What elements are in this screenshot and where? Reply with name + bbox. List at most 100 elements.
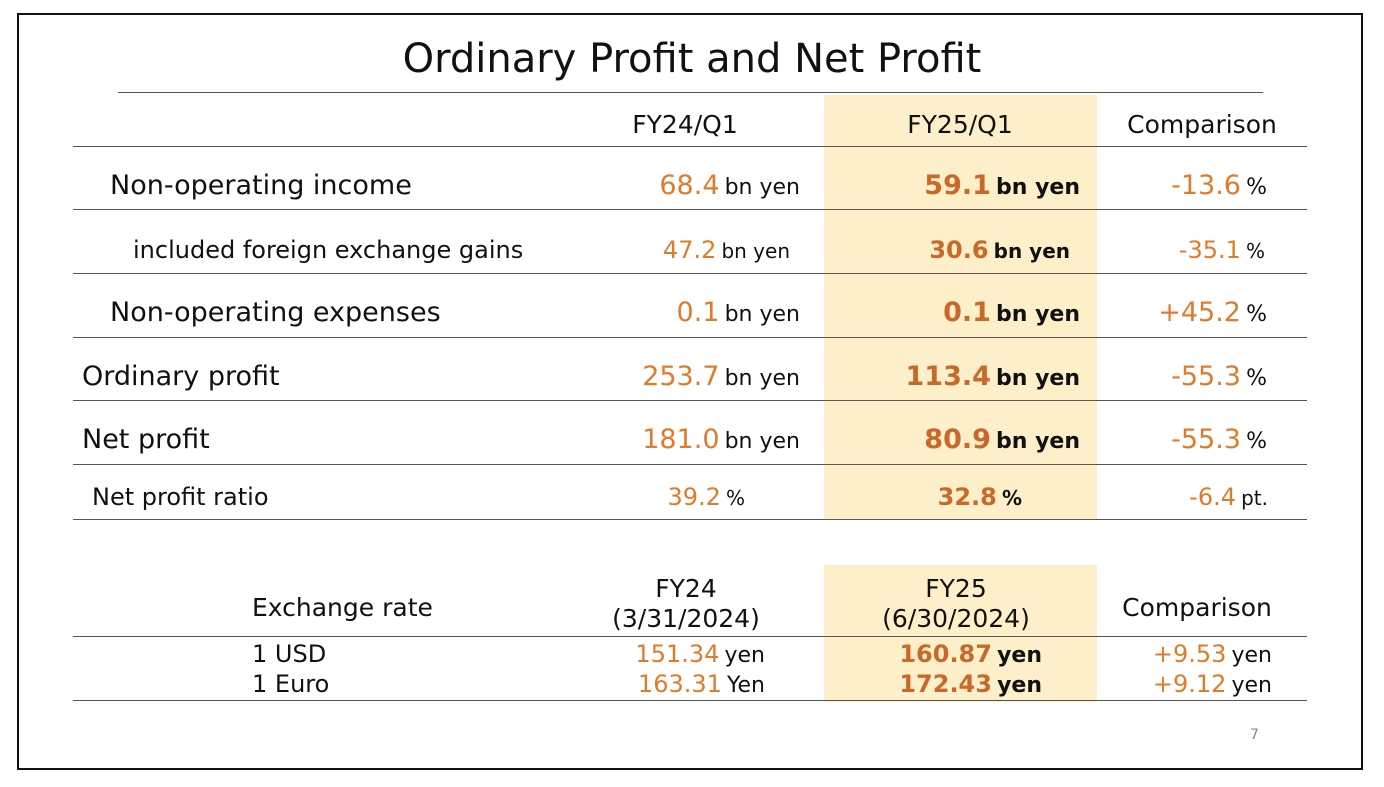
prev-value-cell: 0.1 bn yen bbox=[560, 297, 800, 328]
curr-rate-cell: 172.43 yen bbox=[800, 670, 1042, 698]
prev-rate-cell: 151.34 yen bbox=[520, 640, 765, 668]
comp-value: -55.3 bbox=[1171, 424, 1241, 455]
row-label: Net profit ratio bbox=[92, 483, 269, 511]
prev-rate-unit: Yen bbox=[727, 673, 765, 698]
row-divider bbox=[73, 636, 1307, 637]
curr-value: 113.4 bbox=[905, 361, 991, 392]
prev-unit: bn yen bbox=[721, 239, 790, 263]
curr-value: 80.9 bbox=[924, 424, 991, 455]
prev-value-cell: 68.4 bn yen bbox=[560, 170, 800, 201]
exchange-comparison-header: Comparison bbox=[1122, 593, 1272, 622]
prev-unit: bn yen bbox=[724, 302, 800, 327]
comp-unit: % bbox=[1246, 302, 1267, 327]
prev-unit: bn yen bbox=[724, 366, 800, 391]
curr-unit: bn yen bbox=[993, 239, 1070, 263]
comp-value: +45.2 bbox=[1158, 297, 1241, 328]
curr-value-cell: 30.6 bn yen bbox=[830, 236, 1070, 264]
exchange-prev-header: FY24 (3/31/2024) bbox=[586, 574, 786, 634]
curr-value: 32.8 bbox=[937, 483, 997, 511]
comp-unit: pt. bbox=[1241, 486, 1268, 510]
slide-frame bbox=[17, 13, 1363, 770]
prev-value-cell: 253.7 bn yen bbox=[560, 361, 800, 392]
comp-value: -6.4 bbox=[1189, 483, 1236, 511]
prev-value-cell: 47.2 bn yen bbox=[560, 236, 790, 264]
curr-value-cell: 0.1 bn yen bbox=[840, 297, 1080, 328]
curr-rate-unit: yen bbox=[997, 673, 1042, 698]
currency-label: 1 Euro bbox=[252, 670, 330, 698]
curr-value-cell: 113.4 bn yen bbox=[840, 361, 1081, 392]
prev-rate-unit: yen bbox=[724, 643, 766, 668]
prev-rate: 163.31 bbox=[637, 670, 722, 698]
prev-value: 39.2 bbox=[667, 483, 721, 511]
row-divider bbox=[73, 464, 1307, 465]
row-label: Non-operating expenses bbox=[110, 297, 441, 328]
prev-value: 181.0 bbox=[642, 424, 720, 455]
comp-rate-cell: +9.53 yen bbox=[1060, 640, 1272, 668]
row-divider bbox=[73, 273, 1307, 274]
exchange-rate-label: Exchange rate bbox=[252, 593, 433, 622]
comp-value-cell: -6.4 pt. bbox=[1060, 483, 1268, 511]
prev-value: 0.1 bbox=[676, 297, 720, 328]
header-comparison: Comparison bbox=[1127, 110, 1277, 139]
comp-unit: % bbox=[1245, 239, 1265, 263]
comp-rate-unit: yen bbox=[1231, 673, 1273, 698]
prev-value: 68.4 bbox=[659, 170, 720, 201]
curr-value: 30.6 bbox=[929, 236, 989, 264]
row-label: Non-operating income bbox=[110, 170, 412, 201]
prev-value-cell: 39.2 % bbox=[500, 483, 745, 511]
comp-value-cell: -13.6 % bbox=[1060, 170, 1267, 201]
comp-value-cell: +45.2 % bbox=[1060, 297, 1267, 328]
exchange-curr-header-date: (6/30/2024) bbox=[882, 604, 1030, 633]
row-label: Ordinary profit bbox=[82, 361, 280, 392]
comp-value: -55.3 bbox=[1171, 361, 1241, 392]
comp-rate: +9.53 bbox=[1152, 640, 1227, 668]
exchange-prev-header-period: FY24 bbox=[655, 574, 717, 603]
prev-value-cell: 181.0 bn yen bbox=[560, 424, 800, 455]
curr-unit: bn yen bbox=[996, 429, 1080, 454]
comp-value-cell: -55.3 % bbox=[1060, 361, 1267, 392]
row-label: included foreign exchange gains bbox=[133, 236, 524, 264]
exchange-curr-header-period: FY25 bbox=[925, 574, 987, 603]
title-underline bbox=[118, 92, 1263, 93]
curr-value-cell: 80.9 bn yen bbox=[840, 424, 1080, 455]
curr-rate: 172.43 bbox=[899, 670, 992, 698]
exchange-current-highlight bbox=[824, 565, 1097, 702]
row-divider bbox=[73, 519, 1307, 520]
prev-value: 47.2 bbox=[662, 236, 717, 264]
prev-rate-cell: 163.31 Yen bbox=[520, 670, 765, 698]
exchange-prev-header-date: (3/31/2024) bbox=[612, 604, 760, 633]
comp-unit: % bbox=[1246, 175, 1267, 200]
current-period-highlight bbox=[824, 95, 1097, 520]
header-fy25-q1: FY25/Q1 bbox=[907, 110, 1013, 139]
row-divider bbox=[73, 146, 1307, 147]
currency-label: 1 USD bbox=[252, 640, 327, 668]
comp-rate: +9.12 bbox=[1152, 670, 1227, 698]
curr-unit: bn yen bbox=[996, 366, 1080, 391]
row-divider bbox=[73, 700, 1307, 701]
comp-unit: % bbox=[1246, 429, 1267, 454]
row-divider bbox=[73, 209, 1307, 210]
page-title: Ordinary Profit and Net Profit bbox=[402, 36, 982, 82]
comp-rate-unit: yen bbox=[1231, 643, 1273, 668]
prev-rate: 151.34 bbox=[635, 640, 720, 668]
comp-value-cell: -55.3 % bbox=[1060, 424, 1267, 455]
comp-unit: % bbox=[1246, 366, 1267, 391]
curr-rate-cell: 160.87 yen bbox=[800, 640, 1042, 668]
curr-value: 0.1 bbox=[943, 297, 991, 328]
comp-value-cell: -35.1 % bbox=[1060, 236, 1265, 264]
comp-value: -13.6 bbox=[1171, 170, 1241, 201]
prev-value: 253.7 bbox=[642, 361, 720, 392]
curr-value-cell: 59.1 bn yen bbox=[840, 170, 1080, 201]
page-number: 7 bbox=[1250, 727, 1259, 743]
row-divider bbox=[73, 400, 1307, 401]
header-fy24-q1: FY24/Q1 bbox=[632, 110, 738, 139]
curr-value-cell: 32.8 % bbox=[780, 483, 1022, 511]
comp-value: -35.1 bbox=[1178, 236, 1241, 264]
curr-unit: bn yen bbox=[996, 175, 1080, 200]
curr-value: 59.1 bbox=[924, 170, 991, 201]
curr-unit: bn yen bbox=[996, 302, 1080, 327]
prev-unit: bn yen bbox=[724, 429, 800, 454]
curr-rate: 160.87 bbox=[899, 640, 992, 668]
curr-rate-unit: yen bbox=[997, 643, 1042, 668]
row-label: Net profit bbox=[82, 424, 210, 455]
